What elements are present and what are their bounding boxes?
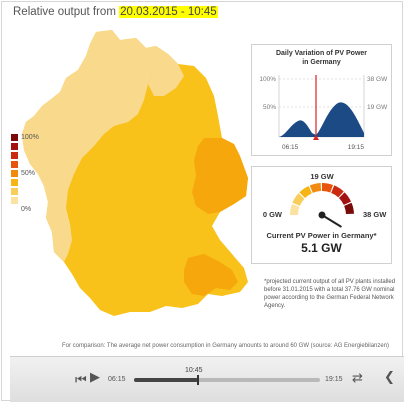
timeline-track[interactable]	[134, 375, 320, 385]
gauge-caption: Current PV Power in Germany*	[266, 231, 377, 240]
daily-variation-title: Daily Variation of PV Power in Germany	[252, 49, 391, 67]
gauge-segment-6	[331, 185, 344, 198]
header-datetime: 20.03.2015 - 10:45	[119, 6, 218, 18]
header-prefix: Relative output from	[13, 6, 120, 18]
power-gauge: 19 GW 0 GW 38 GW	[263, 172, 387, 228]
gauge-max-label: 38 GW	[363, 210, 387, 219]
current-power-panel: 19 GW 0 GW 38 GW Current PV Power in Ger…	[251, 166, 392, 264]
legend-swatch-8	[11, 197, 18, 204]
timeline-progress	[134, 378, 198, 382]
map-region-northwest	[22, 30, 160, 262]
daily-y-left-top: 100%	[259, 76, 276, 83]
legend-label-100: 100%	[21, 134, 39, 141]
skip-back-icon[interactable]: ⏮	[75, 372, 87, 387]
daily-y-left-mid: 50%	[263, 104, 276, 111]
gauge-segment-3	[299, 185, 312, 199]
gauge-segment-7	[338, 192, 352, 205]
time-start-label: 06:15	[108, 376, 126, 383]
legend-swatch-7	[11, 188, 18, 195]
timeline-player: ⏮ ▶ 06:15 10:45 19:15 ⇄ ❮	[10, 356, 404, 402]
daily-variation-chart: 100% 50% 38 GW 19 GW 06:15 19:15	[259, 75, 388, 151]
map-region-north	[146, 46, 184, 96]
play-icon[interactable]: ▶	[90, 369, 100, 384]
legend-swatch-4	[11, 161, 18, 168]
daily-x-end: 19:15	[348, 144, 365, 151]
daily-title-line2: in Germany	[302, 59, 341, 66]
gauge-value: 5.1 GW	[301, 241, 342, 255]
daily-title-line1: Daily Variation of PV Power	[275, 50, 368, 57]
germany-map	[22, 30, 248, 316]
gauge-segment-2	[292, 193, 305, 206]
daily-marker-triangle	[313, 135, 319, 140]
time-end-label: 19:15	[325, 376, 343, 383]
legend-swatch-3	[11, 152, 18, 159]
legend-label-0: 0%	[21, 206, 32, 213]
gauge-max-top: 19 GW	[310, 172, 334, 181]
daily-variation-panel: Daily Variation of PV Power in Germany 1…	[251, 44, 392, 156]
legend-swatch-6	[11, 179, 18, 186]
legend-swatch-2	[11, 143, 18, 150]
footnote-text: *projected current output of all PV plan…	[264, 279, 396, 309]
legend-label-50: 50%	[21, 170, 36, 177]
map-region-east	[192, 138, 248, 214]
repeat-icon[interactable]: ⇄	[352, 370, 363, 385]
map-berlin	[189, 107, 195, 113]
comparison-text: For comparison: The average net power co…	[62, 343, 390, 349]
daily-y-right-top: 38 GW	[367, 76, 388, 83]
gauge-segments	[290, 183, 354, 215]
gauge-segment-4	[309, 183, 322, 193]
daily-power-area	[279, 102, 364, 137]
gauge-needle	[321, 214, 342, 228]
legend-swatch-1	[11, 134, 18, 141]
color-legend: 100% 50% 0%	[11, 134, 47, 216]
header-title: Relative output from 20.03.2015 - 10:45	[13, 6, 218, 18]
gauge-min-label: 0 GW	[263, 210, 283, 219]
daily-x-start: 06:15	[282, 144, 299, 151]
map-region-south	[184, 254, 238, 296]
collapse-arrow-icon[interactable]: ❮	[384, 369, 395, 384]
gauge-hub	[318, 211, 326, 219]
gauge-segment-5	[322, 183, 334, 193]
daily-y-right-mid: 19 GW	[367, 104, 388, 111]
gauge-segment-8	[344, 202, 354, 215]
timeline-thumb[interactable]	[197, 375, 199, 385]
legend-swatch-5	[11, 170, 18, 177]
gauge-segment-1	[290, 203, 300, 215]
time-current-label: 10:45	[185, 367, 203, 374]
